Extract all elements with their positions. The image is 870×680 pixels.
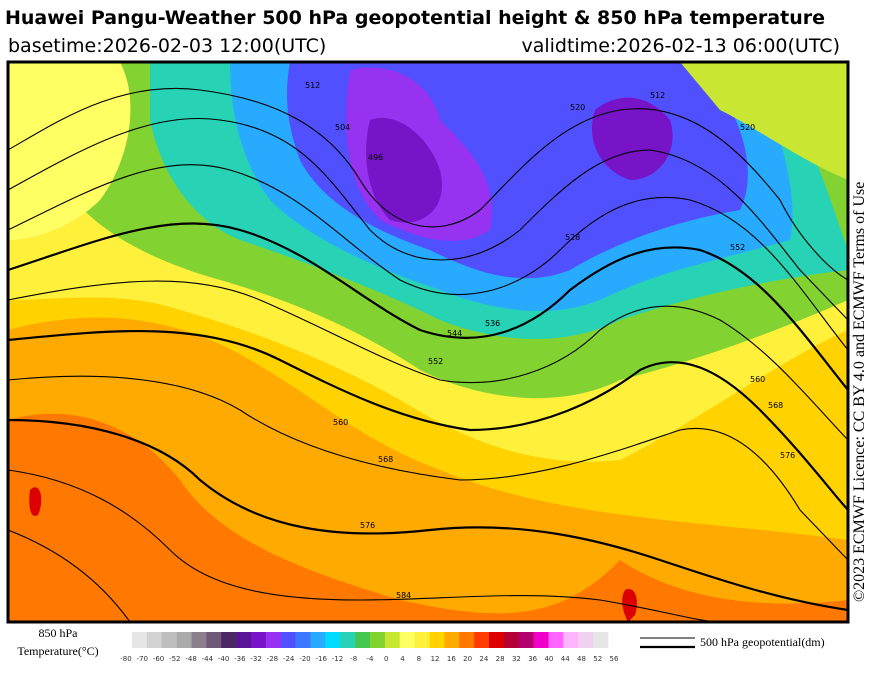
contour-label: 568 bbox=[768, 401, 783, 410]
contour-label: 504 bbox=[335, 123, 350, 132]
colorbar-swatch bbox=[533, 632, 549, 648]
colorbar-title: Temperature(°C) bbox=[17, 644, 98, 658]
colorbar-tick-label: -36 bbox=[234, 655, 246, 663]
colorbar-swatch bbox=[206, 632, 222, 648]
colorbar-tick-label: -70 bbox=[137, 655, 148, 663]
colorbar-swatch bbox=[399, 632, 415, 648]
colorbar-tick-label: -60 bbox=[153, 655, 164, 663]
colorbar-swatch bbox=[518, 632, 534, 648]
contour-labels: 512 504 496 520 528 536 544 552 560 568 … bbox=[305, 81, 795, 600]
colorbar-tick-label: 36 bbox=[528, 655, 537, 663]
colorbar-tick-label: 32 bbox=[512, 655, 521, 663]
contour-label: 552 bbox=[428, 357, 443, 366]
colorbar-tick-label: -12 bbox=[332, 655, 343, 663]
basetime: basetime:2026-02-03 12:00(UTC) bbox=[8, 35, 326, 57]
contour-label: 568 bbox=[378, 455, 393, 464]
colorbar-swatch bbox=[503, 632, 520, 648]
licence: ©2023 ECMWF Licence: CC BY 4.0 and ECMWF… bbox=[851, 182, 868, 602]
colorbar-title: 850 hPa bbox=[39, 626, 79, 640]
contour-label: 552 bbox=[730, 243, 745, 252]
colorbar-swatch bbox=[236, 632, 252, 648]
colorbar-tick-label: 28 bbox=[496, 655, 505, 663]
contour-label: 536 bbox=[485, 319, 500, 328]
colorbar-swatch bbox=[295, 632, 311, 648]
map-frame bbox=[6, 60, 850, 624]
colorbar-tick-label: -8 bbox=[350, 655, 357, 663]
title: Huawei Pangu-Weather 500 hPa geopotentia… bbox=[5, 7, 825, 29]
colorbar-tick-label: -20 bbox=[299, 655, 310, 663]
colorbar-swatch bbox=[459, 632, 475, 648]
colorbar-tick-label: -32 bbox=[250, 655, 261, 663]
colorbar-tick-label: -4 bbox=[367, 655, 375, 663]
colorbar-swatch bbox=[474, 632, 490, 648]
contour-label: 576 bbox=[780, 451, 795, 460]
contour-label: 544 bbox=[447, 329, 462, 338]
colorbar-tick-label: -48 bbox=[185, 655, 196, 663]
colorbar-swatch bbox=[384, 632, 401, 648]
colorbar-swatch bbox=[355, 632, 371, 648]
colorbar-swatch bbox=[578, 632, 594, 648]
contour-label: 520 bbox=[740, 123, 755, 132]
colorbar-tick-label: -40 bbox=[218, 655, 229, 663]
colorbar-swatch bbox=[251, 632, 267, 648]
colorbar-tick-label: 24 bbox=[479, 655, 488, 663]
colorbar-tick-label: -24 bbox=[283, 655, 295, 663]
contour-label: 584 bbox=[396, 591, 411, 600]
colorbar-swatch bbox=[414, 632, 430, 648]
colorbar-swatch bbox=[146, 632, 163, 648]
colorbar-swatch bbox=[370, 632, 386, 648]
colorbar-swatch bbox=[191, 632, 207, 648]
legend-label: 500 hPa geopotential(dm) bbox=[700, 635, 825, 649]
map bbox=[8, 62, 848, 622]
colorbar-swatch bbox=[593, 632, 609, 648]
contour-label: 512 bbox=[650, 91, 665, 100]
validtime: validtime:2026-02-13 06:00(UTC) bbox=[521, 35, 840, 57]
colorbar-tick-label: -44 bbox=[202, 655, 214, 663]
colorbar-tick-label: 40 bbox=[544, 655, 553, 663]
colorbar-swatch bbox=[132, 632, 148, 648]
colorbar-tick-label: 16 bbox=[447, 655, 456, 663]
colorbar-swatch bbox=[548, 632, 564, 648]
colorbar-tick-label: 8 bbox=[417, 655, 421, 663]
contour-label: 576 bbox=[360, 521, 375, 530]
colorbar-swatch bbox=[489, 632, 505, 648]
colorbar-tick-label: 4 bbox=[400, 655, 405, 663]
contour-label: 496 bbox=[368, 153, 383, 162]
colorbar-tick-label: -16 bbox=[315, 655, 327, 663]
colorbar-swatch bbox=[161, 632, 177, 648]
colorbar-swatch bbox=[429, 632, 445, 648]
colorbar-tick-label: 56 bbox=[610, 655, 619, 663]
colorbar: -80 -70 -60 -52 -48 -44 -40 -36 -32 -28 -24 -20 -16-… bbox=[120, 632, 619, 663]
colorbar-tick-label: 20 bbox=[463, 655, 472, 663]
colorbar-swatch bbox=[340, 632, 356, 648]
colorbar-swatch bbox=[563, 632, 579, 648]
colorbar-swatch bbox=[221, 632, 237, 648]
colorbar-swatch bbox=[325, 632, 341, 648]
contour-label: 520 bbox=[570, 103, 585, 112]
colorbar-swatch bbox=[280, 632, 296, 648]
colorbar-swatch bbox=[176, 632, 192, 648]
colorbar-tick-label: -52 bbox=[169, 655, 180, 663]
contour-label: 560 bbox=[750, 375, 765, 384]
colorbar-tick-label: -80 bbox=[120, 655, 131, 663]
colorbar-tick-label: 0 bbox=[384, 655, 388, 663]
colorbar-swatch bbox=[310, 632, 326, 648]
colorbar-tick-label: 12 bbox=[431, 655, 440, 663]
contour-label: 512 bbox=[305, 81, 320, 90]
colorbar-tick-label: 48 bbox=[577, 655, 586, 663]
contour-label: 560 bbox=[333, 418, 348, 427]
colorbar-tick-label: 52 bbox=[593, 655, 602, 663]
colorbar-swatch bbox=[444, 632, 460, 648]
colorbar-tick-label: -28 bbox=[267, 655, 278, 663]
contour-label: 528 bbox=[565, 233, 580, 242]
colorbar-swatch bbox=[265, 632, 282, 648]
colorbar-tick-label: 44 bbox=[561, 655, 570, 663]
